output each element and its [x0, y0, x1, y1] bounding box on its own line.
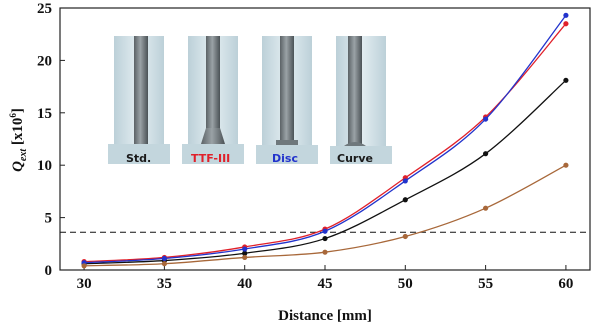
axis-ticks: 30 35 40 45 50 55 60 0 5 10 15 20 25: [37, 1, 573, 292]
inset-label-ttf: TTF-III: [191, 152, 230, 165]
y-tick-label: 20: [37, 53, 52, 69]
y-axis-title-sub: ext: [18, 148, 29, 161]
data-point: [161, 261, 167, 267]
data-point: [322, 228, 328, 234]
x-tick-label: 30: [77, 276, 92, 292]
y-tick-label: 25: [37, 1, 52, 17]
inset-disc: [256, 36, 318, 164]
x-tick-label: 55: [478, 276, 493, 292]
data-point: [81, 263, 87, 269]
x-tick-label: 60: [558, 276, 573, 292]
y-axis-title-exp: 6: [8, 113, 18, 118]
data-point: [402, 233, 408, 240]
y-tick-label: 5: [45, 211, 53, 227]
data-point: [242, 254, 248, 261]
x-tick-label: 45: [318, 276, 333, 292]
data-point: [402, 178, 408, 184]
inset-illustrations: [108, 36, 392, 164]
inset-label-disc: Disc: [272, 152, 298, 165]
inset-label-curve: Curve: [337, 152, 373, 165]
data-point: [483, 151, 489, 157]
y-axis-title-close: ]: [10, 108, 26, 113]
y-axis-title: Qext [x106]: [8, 108, 29, 172]
data-point: [322, 235, 328, 242]
x-tick-label: 35: [157, 276, 172, 292]
x-tick-label: 40: [237, 276, 252, 292]
data-point: [563, 162, 569, 168]
x-tick-label: 50: [398, 276, 413, 292]
y-tick-label: 10: [37, 158, 52, 174]
data-point: [563, 21, 569, 27]
data-point: [483, 205, 489, 211]
data-point: [483, 116, 489, 122]
data-point: [242, 246, 248, 252]
series-line: [84, 23, 567, 263]
y-axis-title-main: Q: [10, 161, 26, 172]
data-point: [402, 197, 408, 203]
data-point: [322, 249, 328, 255]
inset-std: [108, 36, 170, 164]
data-point: [242, 250, 248, 256]
inset-ttf: [182, 36, 244, 164]
inset-label-std: Std.: [126, 152, 151, 165]
y-axis-title-unit: [x10: [10, 118, 26, 149]
y-tick-label: 0: [45, 263, 53, 279]
x-axis-title: Distance [mm]: [278, 308, 372, 324]
series-curve: [81, 162, 569, 269]
data-point: [563, 12, 569, 18]
series-disc: [81, 12, 569, 266]
series-group: [81, 12, 569, 269]
data-point: [161, 255, 167, 262]
inset-curve: [330, 36, 392, 164]
data-point: [563, 77, 569, 83]
y-tick-label: 15: [37, 106, 52, 122]
